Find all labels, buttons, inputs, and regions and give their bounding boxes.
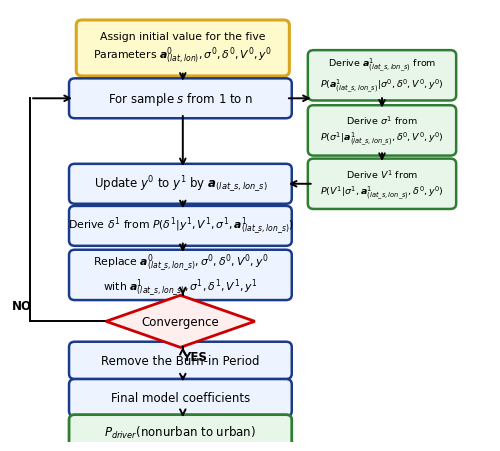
FancyBboxPatch shape (69, 250, 292, 300)
Text: Convergence: Convergence (142, 315, 220, 328)
FancyBboxPatch shape (69, 79, 292, 119)
Text: Derive $\boldsymbol{a}^1_{(lat\_s,lon\_s)}$ from
$P(\boldsymbol{a}^1_{(lat\_s,lo: Derive $\boldsymbol{a}^1_{(lat\_s,lon\_s… (320, 57, 444, 95)
FancyBboxPatch shape (69, 415, 292, 450)
Text: Derive $\sigma^1$ from
$P(\sigma^1| \boldsymbol{a}^1_{(lat\_s,lon\_s)},\delta^0,: Derive $\sigma^1$ from $P(\sigma^1| \bol… (320, 114, 444, 148)
Text: Final model coefficients: Final model coefficients (111, 391, 250, 404)
FancyBboxPatch shape (69, 207, 292, 246)
Text: $P_{driver}$(nonurban to urban): $P_{driver}$(nonurban to urban) (104, 424, 256, 441)
Text: Assign initial value for the five
Parameters $\boldsymbol{a}^0_{(lat,lon)},\sigm: Assign initial value for the five Parame… (93, 32, 272, 66)
Text: Remove the Burn-in Period: Remove the Burn-in Period (101, 354, 260, 367)
Text: NO: NO (12, 299, 32, 312)
FancyBboxPatch shape (308, 51, 456, 101)
Text: YES: YES (182, 350, 207, 363)
Text: For sample $s$ from 1 to n: For sample $s$ from 1 to n (108, 91, 253, 107)
FancyBboxPatch shape (69, 342, 292, 379)
FancyBboxPatch shape (69, 379, 292, 416)
Polygon shape (106, 296, 255, 348)
Text: Derive $V^1$ from
$P(V^1|\sigma^1, \boldsymbol{a}^1_{(lat\_s,lon\_s)},\delta^0, : Derive $V^1$ from $P(V^1|\sigma^1, \bold… (320, 168, 444, 201)
FancyBboxPatch shape (76, 21, 290, 77)
Text: Update $y^0$ to $y^1$ by $\boldsymbol{a}_{(lat\_s,lon\_s)}$: Update $y^0$ to $y^1$ by $\boldsymbol{a}… (94, 174, 267, 194)
FancyBboxPatch shape (308, 106, 456, 156)
FancyBboxPatch shape (69, 165, 292, 204)
Text: Derive $\delta^1$ from $P(\delta^1|y^1, V^1, \sigma^1, \boldsymbol{a}^1_{(lat\_s: Derive $\delta^1$ from $P(\delta^1|y^1, … (68, 216, 293, 237)
FancyBboxPatch shape (308, 159, 456, 209)
Text: Replace $\boldsymbol{a}^0_{(lat\_s,lon\_s)},\sigma^0,\delta^0,V^0,y^0$
with $\bo: Replace $\boldsymbol{a}^0_{(lat\_s,lon\_… (92, 252, 268, 299)
